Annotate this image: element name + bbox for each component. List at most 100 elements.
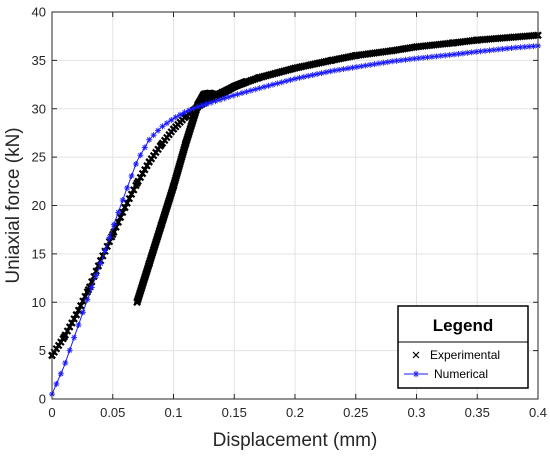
data-point-experimental xyxy=(136,173,145,182)
data-point-numerical xyxy=(115,209,122,216)
data-point-numerical xyxy=(380,59,387,66)
data-point-numerical xyxy=(283,78,290,85)
star-stroke xyxy=(478,48,484,54)
data-point-numerical xyxy=(424,54,431,61)
data-point-experimental xyxy=(123,199,131,207)
legend-marker-numerical xyxy=(404,370,428,378)
legend-title: Legend xyxy=(433,316,493,335)
data-point-numerical xyxy=(230,92,237,99)
data-point-experimental-unload-reload xyxy=(206,89,214,98)
data-point-numerical xyxy=(353,63,360,70)
data-point-numerical xyxy=(314,71,321,78)
data-point-experimental xyxy=(121,203,129,212)
x-axis-title: Displacement (mm) xyxy=(213,430,378,451)
data-point-numerical xyxy=(66,347,73,354)
y-tick-label: 10 xyxy=(32,295,46,310)
data-point-numerical xyxy=(327,68,334,75)
data-point-numerical xyxy=(322,69,329,76)
data-point-numerical xyxy=(278,79,285,86)
data-point-experimental xyxy=(509,33,518,41)
data-point-experimental-unload-reload xyxy=(133,298,141,307)
star-stroke xyxy=(164,120,170,126)
star-stroke xyxy=(120,197,126,203)
star-stroke xyxy=(517,44,523,50)
series-experimental-unload-reload xyxy=(133,77,251,307)
star-stroke xyxy=(98,261,104,266)
data-point-numerical xyxy=(203,101,210,108)
star-stroke xyxy=(80,309,86,315)
data-point-numerical xyxy=(517,44,524,51)
data-point-numerical xyxy=(93,272,100,279)
star-stroke xyxy=(292,76,298,82)
y-axis-ticks: 0 5 10 15 20 25 30 35 40 xyxy=(32,5,538,407)
data-point-experimental xyxy=(181,112,190,121)
star-stroke xyxy=(376,61,382,66)
star-stroke xyxy=(305,73,311,79)
star-stroke xyxy=(509,45,514,51)
data-point-numerical xyxy=(216,96,223,103)
star-stroke xyxy=(301,74,307,80)
star-stroke xyxy=(124,185,130,191)
star-stroke xyxy=(433,53,439,59)
y-tick-label: 40 xyxy=(32,5,46,20)
star-stroke xyxy=(323,69,329,75)
data-point-numerical xyxy=(190,105,197,112)
data-point-numerical xyxy=(287,76,294,83)
star-stroke xyxy=(495,46,501,52)
star-stroke xyxy=(464,50,470,56)
data-point-experimental xyxy=(118,208,127,217)
data-point-numerical xyxy=(331,67,338,74)
data-point-experimental xyxy=(63,327,72,335)
data-point-experimental xyxy=(116,213,125,222)
data-point-experimental xyxy=(112,223,120,231)
star-stroke xyxy=(146,137,152,143)
data-point-numerical xyxy=(243,88,250,95)
series-numerical xyxy=(49,42,541,398)
star-stroke xyxy=(398,57,404,63)
star-stroke xyxy=(274,81,280,86)
star-stroke xyxy=(182,109,187,115)
data-point-numerical xyxy=(411,55,418,62)
y-tick-label: 35 xyxy=(32,53,46,68)
star-stroke xyxy=(522,44,528,50)
star-stroke xyxy=(363,63,369,69)
star-stroke xyxy=(380,60,386,66)
data-point-experimental-unload-reload xyxy=(230,82,239,91)
data-point-experimental xyxy=(72,311,81,319)
data-point-numerical xyxy=(124,184,131,191)
data-point-numerical xyxy=(358,63,365,70)
data-point-experimental xyxy=(87,277,96,286)
data-point-numerical xyxy=(481,47,488,54)
data-point-numerical xyxy=(172,114,179,121)
data-point-numerical xyxy=(141,144,148,151)
data-point-numerical xyxy=(137,152,144,159)
data-point-experimental xyxy=(68,319,76,327)
data-point-numerical xyxy=(367,61,374,68)
star-stroke xyxy=(129,173,134,179)
data-point-experimental xyxy=(114,218,123,226)
data-point-numerical xyxy=(389,58,396,65)
data-point-experimental xyxy=(76,301,85,310)
star-stroke xyxy=(235,91,241,97)
star-stroke xyxy=(160,123,165,129)
star-stroke xyxy=(93,273,99,278)
star-stroke xyxy=(460,50,466,56)
data-point-numerical xyxy=(486,47,493,54)
star-stroke xyxy=(447,52,453,58)
star-stroke xyxy=(89,285,95,290)
star-stroke xyxy=(84,297,90,303)
data-point-numerical xyxy=(340,66,347,73)
data-point-numerical xyxy=(464,49,471,56)
y-tick-label: 5 xyxy=(39,343,46,358)
data-point-numerical xyxy=(128,172,135,179)
star-stroke xyxy=(252,86,258,92)
star-stroke xyxy=(310,72,316,78)
data-point-numerical xyxy=(442,52,449,59)
data-point-numerical xyxy=(451,51,458,58)
data-point-numerical xyxy=(349,64,356,71)
data-point-numerical xyxy=(477,48,484,55)
data-point-numerical xyxy=(53,380,60,387)
data-point-numerical xyxy=(402,56,409,63)
data-point-experimental xyxy=(65,323,74,331)
star-stroke xyxy=(204,101,210,107)
